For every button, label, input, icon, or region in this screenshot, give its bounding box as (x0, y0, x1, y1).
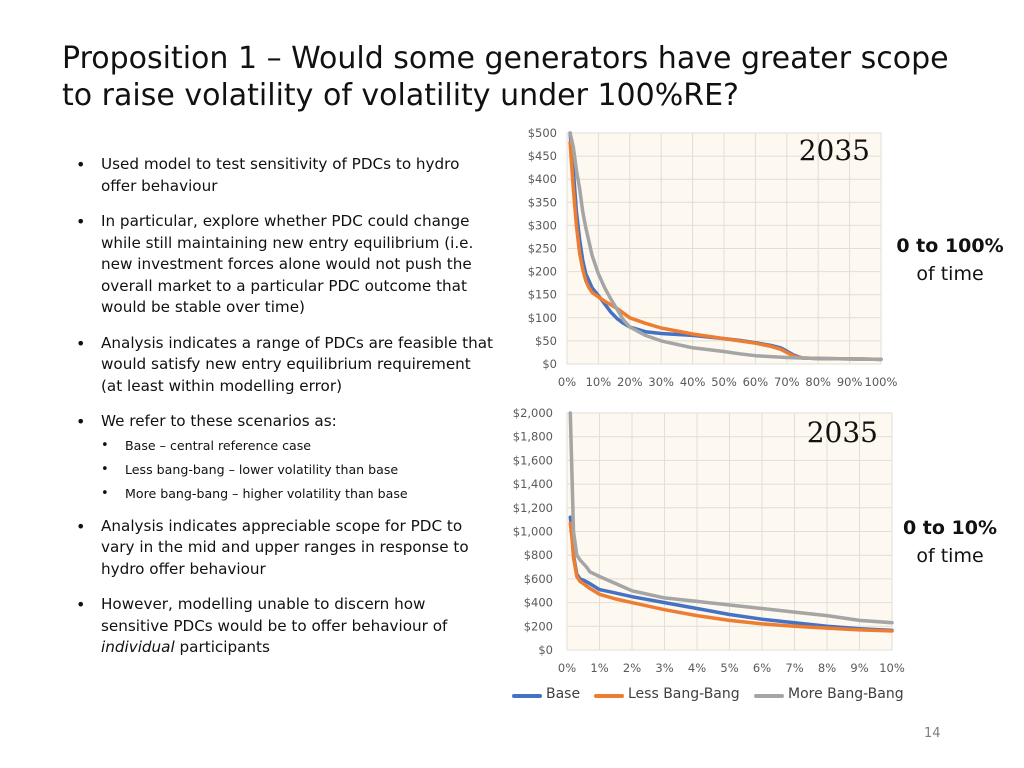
bullet-item: In particular, explore whether PDC could… (76, 211, 496, 319)
bullet-text-start: However, modelling unable to discern how… (101, 595, 448, 635)
time-range-value: 0 to 10% (902, 517, 998, 539)
bullet-text: Analysis indicates appreciable scope for… (101, 516, 469, 578)
time-range-label-bottom: 0 to 10% of time (890, 514, 1010, 570)
y-tick-label: $0 (538, 643, 553, 657)
x-tick-label: 10% (879, 661, 905, 675)
series-line-more-bang-bang (568, 131, 883, 362)
legend-label: More Bang-Bang (788, 686, 904, 702)
x-tick-label: 6% (753, 661, 771, 675)
x-tick-label: 0% (558, 661, 576, 675)
x-tick-label: 4% (688, 661, 706, 675)
y-tick-label: $1,200 (513, 501, 553, 515)
time-range-label-top: 0 to 100% of time (890, 232, 1010, 288)
x-tick-label: 40% (680, 375, 706, 389)
x-tick-label: 30% (648, 375, 674, 389)
bullet-text: We refer to these scenarios as: (101, 412, 337, 430)
y-tick-label: $1,400 (513, 477, 553, 491)
bullet-emphasis: individual (101, 638, 175, 656)
x-tick-label: 100% (865, 375, 898, 389)
series-line-less-bang-bang (568, 521, 894, 633)
y-tick-label: $1,600 (513, 453, 553, 467)
slide-number: 14 (924, 726, 941, 741)
y-tick-label: $400 (528, 172, 557, 186)
sub-bullet-item: More bang-bang – higher volatility than … (101, 486, 496, 502)
x-tick-label: 80% (805, 375, 831, 389)
bullet-item: Analysis indicates appreciable scope for… (76, 516, 496, 581)
bullet-text: In particular, explore whether PDC could… (101, 212, 474, 316)
x-tick-label: 2% (623, 661, 641, 675)
y-tick-label: $0 (542, 357, 557, 371)
bullet-list: Used model to test sensitivity of PDCs t… (76, 154, 496, 673)
x-tick-label: 9% (850, 661, 868, 675)
chart-year-label: 2035 (799, 134, 870, 167)
x-tick-label: 90% (837, 375, 863, 389)
bullet-item: However, modelling unable to discern how… (76, 594, 496, 659)
y-tick-label: $250 (528, 242, 557, 256)
y-tick-label: $600 (524, 572, 553, 586)
sub-bullet-list: Base – central reference case Less bang-… (101, 438, 496, 502)
x-tick-label: 60% (743, 375, 769, 389)
y-tick-label: $350 (528, 195, 557, 209)
bullet-item: Used model to test sensitivity of PDCs t… (76, 154, 496, 197)
legend-swatch (754, 694, 784, 698)
legend-label: Base (546, 686, 581, 702)
chart-year-label: 2035 (807, 416, 878, 449)
y-tick-label: $500 (528, 126, 557, 140)
bullet-text: Used model to test sensitivity of PDCs t… (101, 155, 460, 195)
chart-legend: Base Less Bang-Bang More Bang-Bang (510, 686, 930, 706)
y-tick-label: $800 (524, 548, 553, 562)
sub-bullet-item: Base – central reference case (101, 438, 496, 454)
y-tick-label: $100 (528, 311, 557, 325)
bullet-item: We refer to these scenarios as: Base – c… (76, 411, 496, 502)
series-line-more-bang-bang (568, 411, 894, 625)
x-tick-label: 20% (617, 375, 643, 389)
x-tick-label: 8% (818, 661, 836, 675)
bullet-text: Analysis indicates a range of PDCs are f… (101, 333, 493, 395)
y-tick-label: $1,000 (513, 525, 553, 539)
x-tick-label: 50% (711, 375, 737, 389)
time-range-suffix: of time (916, 263, 984, 285)
sub-bullet-item: Less bang-bang – lower volatility than b… (101, 462, 496, 478)
x-tick-label: 5% (720, 661, 738, 675)
y-tick-label: $450 (528, 149, 557, 163)
x-tick-label: 10% (586, 375, 612, 389)
slide-title: Proposition 1 – Would some generators ha… (62, 41, 949, 113)
y-tick-label: $2,000 (513, 406, 553, 420)
x-tick-label: 0% (558, 375, 576, 389)
y-tick-label: $300 (528, 218, 557, 232)
time-range-suffix: of time (916, 545, 984, 567)
y-tick-label: $200 (524, 619, 553, 633)
time-range-value: 0 to 100% (896, 235, 1004, 257)
y-tick-label: $150 (528, 288, 557, 302)
y-tick-label: $50 (535, 334, 557, 348)
legend-swatch (594, 694, 624, 698)
sub-bullet-text: More bang-bang – higher volatility than … (125, 485, 408, 501)
x-tick-label: 7% (785, 661, 803, 675)
bullet-text-end: participants (174, 638, 270, 656)
y-tick-label: $400 (524, 596, 553, 610)
x-tick-label: 70% (774, 375, 800, 389)
y-tick-label: $1,800 (513, 430, 553, 444)
legend-label: Less Bang-Bang (628, 686, 740, 702)
y-tick-label: $200 (528, 265, 557, 279)
bullet-item: Analysis indicates a range of PDCs are f… (76, 333, 496, 398)
legend-swatch (512, 694, 542, 698)
x-tick-label: 3% (655, 661, 673, 675)
x-tick-label: 1% (590, 661, 608, 675)
sub-bullet-text: Less bang-bang – lower volatility than b… (125, 461, 399, 477)
sub-bullet-text: Base – central reference case (125, 437, 312, 453)
